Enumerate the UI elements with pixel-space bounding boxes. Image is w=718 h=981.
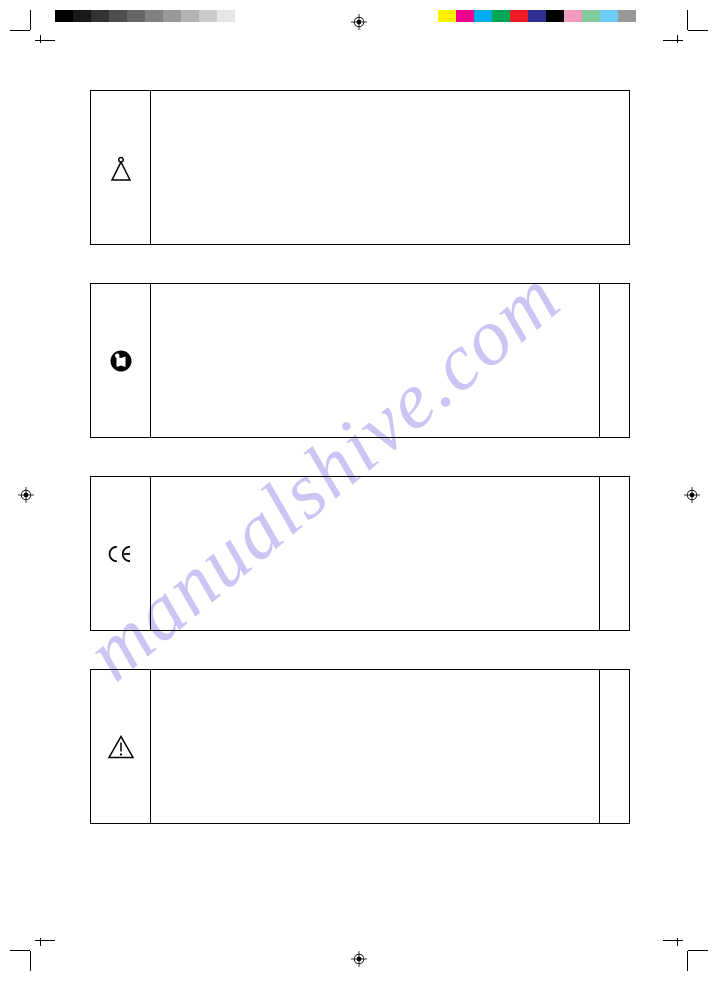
color-swatch [127, 10, 145, 22]
panel-content [151, 284, 599, 437]
color-swatch [109, 10, 127, 22]
color-swatch [55, 10, 73, 22]
color-swatch [474, 10, 492, 22]
crop-mark [35, 40, 55, 41]
color-swatch [600, 10, 618, 22]
color-swatch [618, 10, 636, 22]
registration-mark-icon [18, 487, 34, 503]
registration-mark-icon [351, 14, 367, 30]
crop-mark [40, 35, 41, 43]
color-swatch [438, 10, 456, 22]
color-swatch [91, 10, 109, 22]
color-swatch [217, 10, 235, 22]
crop-mark [35, 940, 55, 941]
weight-icon [106, 153, 136, 183]
crop-mark [677, 938, 678, 946]
info-panel-read-manual [90, 283, 630, 438]
grayscale-colorbar [55, 10, 253, 22]
info-panel-warning [90, 669, 630, 824]
registration-mark-icon [684, 487, 700, 503]
color-swatch [145, 10, 163, 22]
crop-mark [30, 10, 31, 30]
color-swatch [163, 10, 181, 22]
panel-side-stripe [599, 284, 629, 437]
color-swatch [73, 10, 91, 22]
panel-icon-cell [91, 670, 151, 823]
process-colorbar [438, 10, 636, 22]
panel-icon-cell [91, 477, 151, 630]
info-panel-ce-mark [90, 476, 630, 631]
page-content [90, 90, 630, 862]
warning-icon [106, 732, 136, 762]
panel-side-stripe [599, 670, 629, 823]
panel-icon-cell [91, 91, 151, 244]
panel-content [151, 670, 599, 823]
ce-mark-icon [106, 539, 136, 569]
crop-mark [30, 951, 31, 971]
color-swatch [235, 10, 253, 22]
panel-side-stripe [599, 477, 629, 630]
color-swatch [456, 10, 474, 22]
panel-content [151, 477, 599, 630]
crop-mark [687, 951, 688, 971]
crop-mark [663, 40, 683, 41]
color-swatch [181, 10, 199, 22]
crop-mark [677, 35, 678, 43]
crop-mark [688, 30, 708, 31]
color-swatch [492, 10, 510, 22]
crop-mark [687, 10, 688, 30]
color-swatch [528, 10, 546, 22]
registration-mark-icon [351, 951, 367, 967]
crop-mark [663, 940, 683, 941]
color-swatch [564, 10, 582, 22]
crop-mark [688, 950, 708, 951]
color-swatch [582, 10, 600, 22]
crop-mark [10, 30, 30, 31]
info-panel-weight [90, 90, 630, 245]
color-swatch [510, 10, 528, 22]
crop-mark [40, 938, 41, 946]
panel-content [151, 91, 629, 244]
panel-icon-cell [91, 284, 151, 437]
read-manual-icon [106, 346, 136, 376]
color-swatch [546, 10, 564, 22]
color-swatch [199, 10, 217, 22]
crop-mark [10, 950, 30, 951]
